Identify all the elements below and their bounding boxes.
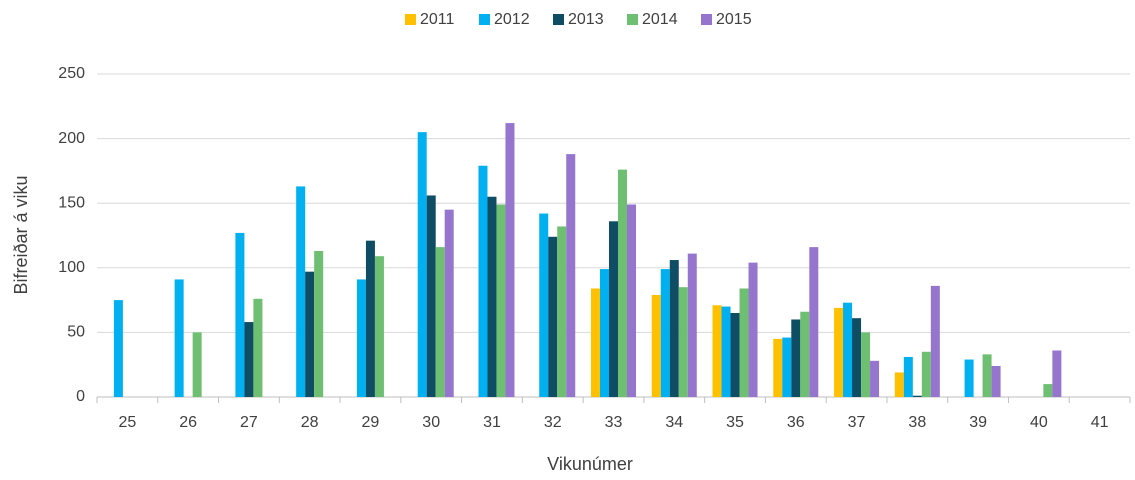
legend-swatch [627, 14, 638, 25]
x-tick-label: 30 [422, 414, 440, 431]
bar [721, 306, 731, 397]
bar [296, 186, 306, 397]
bar [566, 154, 576, 397]
legend-swatch [553, 14, 564, 25]
bar [894, 372, 904, 397]
x-tick-label: 25 [118, 414, 136, 431]
bar [678, 287, 688, 397]
bar [964, 359, 974, 397]
bar [356, 279, 366, 397]
bar [834, 307, 844, 397]
x-tick-label: 40 [1030, 414, 1048, 431]
bar [113, 300, 123, 397]
bar [870, 360, 880, 397]
bar [843, 302, 853, 397]
y-tick-label: 150 [58, 194, 85, 211]
bar [861, 332, 871, 397]
legend-label: 2012 [494, 11, 530, 28]
bar [192, 332, 202, 397]
bar [426, 195, 436, 397]
bar [773, 338, 783, 397]
bar [539, 213, 549, 397]
bar [1052, 350, 1062, 397]
x-tick-label: 31 [483, 414, 501, 431]
y-axis-title: Bifreiðar á viku [11, 175, 31, 294]
legend-label: 2011 [420, 11, 455, 28]
x-axis-title: Vikunúmer [547, 454, 633, 474]
bar [730, 313, 740, 397]
bar [809, 247, 819, 397]
legend-label: 2014 [642, 11, 678, 28]
bar [609, 221, 618, 397]
bar [417, 132, 427, 397]
bar [557, 226, 567, 397]
bar [253, 298, 263, 397]
bar [660, 269, 670, 397]
bar [174, 279, 184, 397]
bar [244, 322, 254, 397]
y-tick-label: 250 [58, 65, 85, 82]
x-tick-label: 39 [969, 414, 987, 431]
bar [627, 204, 636, 397]
bar [444, 209, 454, 397]
bar [478, 165, 488, 397]
bar [487, 196, 497, 397]
bar [921, 351, 931, 397]
bar [782, 337, 792, 397]
legend-swatch [405, 14, 416, 25]
x-tick-label: 26 [179, 414, 197, 431]
bar [930, 285, 940, 397]
x-tick-label: 29 [362, 414, 380, 431]
bar [982, 354, 992, 397]
x-tick-label: 33 [605, 414, 623, 431]
y-tick-label: 0 [76, 388, 85, 405]
x-tick-label: 28 [301, 414, 319, 431]
bar [618, 169, 627, 397]
bar [374, 256, 384, 397]
y-tick-label: 200 [58, 130, 85, 147]
bar [591, 288, 600, 397]
bar [791, 319, 801, 397]
bar [912, 395, 922, 397]
legend-swatch [479, 14, 490, 25]
y-tick-label: 100 [58, 259, 85, 276]
bar [800, 311, 810, 397]
legend-label: 2015 [716, 11, 752, 28]
x-tick-label: 35 [726, 414, 744, 431]
bar [712, 305, 722, 397]
x-tick-label: 38 [908, 414, 926, 431]
legend-label: 2013 [568, 11, 604, 28]
bar [435, 247, 445, 397]
bar [314, 251, 324, 397]
bar [651, 294, 661, 397]
legend-swatch [701, 14, 712, 25]
bar [748, 262, 758, 397]
x-tick-label: 41 [1091, 414, 1109, 431]
bar [687, 253, 697, 397]
bar [903, 356, 913, 397]
y-tick-label: 50 [67, 324, 85, 341]
bar [365, 240, 375, 397]
bar [505, 123, 515, 397]
x-tick-label: 36 [787, 414, 805, 431]
bar [235, 232, 245, 397]
x-tick-label: 37 [848, 414, 866, 431]
bar [600, 269, 609, 397]
bar [548, 236, 558, 397]
x-tick-label: 27 [240, 414, 258, 431]
bar [739, 288, 749, 397]
bar [496, 204, 506, 397]
bar [1043, 384, 1053, 397]
bar [305, 271, 315, 397]
x-tick-label: 34 [665, 414, 683, 431]
x-tick-label: 32 [544, 414, 562, 431]
bar [669, 260, 679, 397]
bar [852, 318, 862, 397]
bar [991, 365, 1001, 397]
